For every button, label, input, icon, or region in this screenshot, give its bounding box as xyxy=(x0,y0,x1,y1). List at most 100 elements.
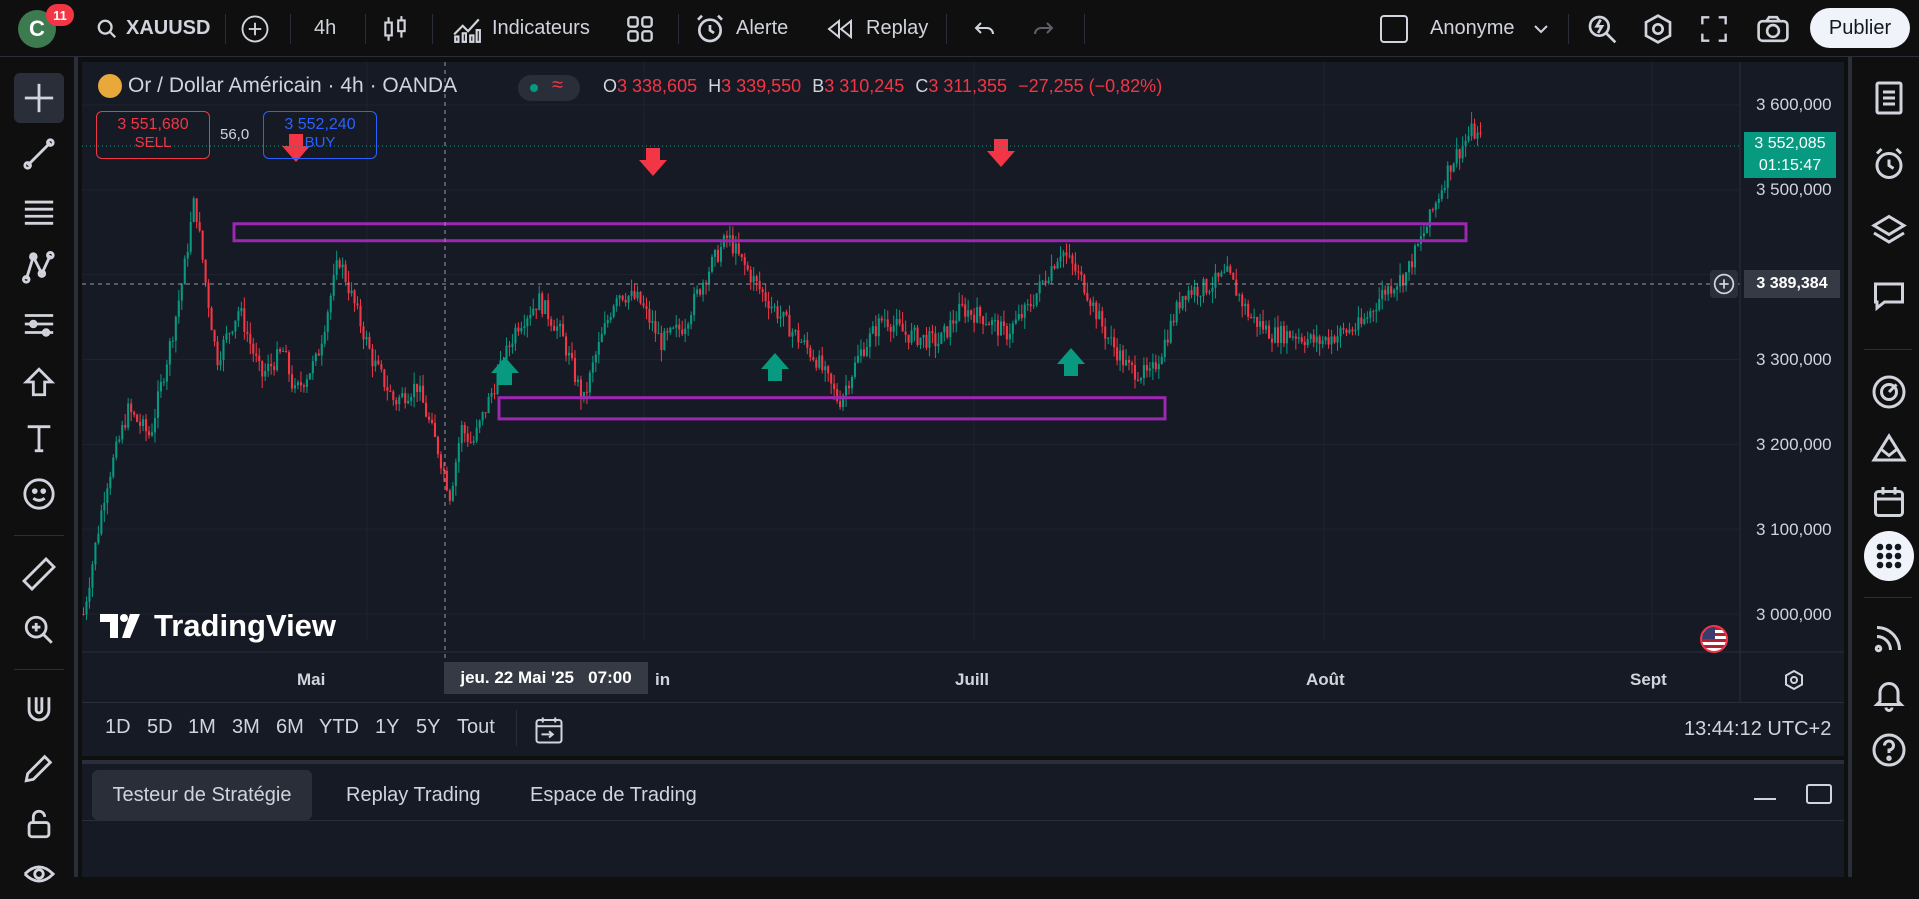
goto-date-button[interactable] xyxy=(534,715,564,750)
replay-button[interactable]: Replay xyxy=(826,0,928,57)
buy-button[interactable]: 3 552,240 BUY xyxy=(263,111,377,159)
help-button[interactable] xyxy=(1864,725,1914,775)
candle-body xyxy=(1259,321,1262,327)
price-tick-label: 3 500,000 xyxy=(1756,180,1832,199)
undo-button[interactable] xyxy=(970,0,998,57)
price-chart[interactable] xyxy=(82,62,1844,702)
broadcast-icon xyxy=(1874,626,1901,653)
timeframe-3m[interactable]: 3M xyxy=(232,716,260,738)
candle-body xyxy=(142,419,145,426)
buy-arrow-marker[interactable] xyxy=(761,353,789,381)
trendline-tool[interactable] xyxy=(14,129,64,179)
candle-body xyxy=(967,310,970,317)
candle-body xyxy=(106,488,109,503)
sell-button[interactable]: 3 551,680 SELL xyxy=(96,111,210,159)
candle-body xyxy=(1050,266,1053,281)
add-alert-button[interactable] xyxy=(1710,270,1738,298)
market-status[interactable]: ≈ xyxy=(518,74,580,101)
candle-body xyxy=(961,303,964,305)
streams-button[interactable] xyxy=(1864,613,1914,663)
maximize-icon[interactable] xyxy=(1806,784,1832,804)
candle-body xyxy=(225,333,228,340)
alerts-panel-button[interactable] xyxy=(1864,139,1914,189)
candle-body xyxy=(1241,294,1244,307)
visibility-tool[interactable] xyxy=(14,849,64,899)
sell-arrow-marker[interactable] xyxy=(282,134,310,162)
candle-body xyxy=(958,303,961,321)
notifications-button[interactable] xyxy=(1864,669,1914,719)
pattern-tool[interactable] xyxy=(14,243,64,293)
crosshair-tool[interactable] xyxy=(14,73,64,123)
tab-trading-panel[interactable]: Espace de Trading xyxy=(530,784,697,806)
candle-body xyxy=(880,318,883,321)
timeframe-5y[interactable]: 5Y xyxy=(416,716,441,738)
price-tick-label: 3 300,000 xyxy=(1756,350,1832,369)
minimize-icon[interactable] xyxy=(1754,798,1776,800)
timeframe-ytd[interactable]: YTD xyxy=(319,716,359,738)
support-zone[interactable] xyxy=(497,396,1167,421)
timeframe-1d[interactable]: 1D xyxy=(105,716,131,738)
candle-body xyxy=(1339,328,1342,337)
timeframe-5d[interactable]: 5D xyxy=(147,716,173,738)
gold-icon xyxy=(98,74,122,98)
candle-body xyxy=(350,290,353,294)
chart-pane[interactable] xyxy=(82,62,1844,702)
candle-body xyxy=(710,256,714,272)
forecast-tool[interactable] xyxy=(14,299,64,349)
layout-checkbox[interactable] xyxy=(1380,0,1408,57)
publish-button[interactable]: Publier xyxy=(1810,8,1910,48)
stay-drawing-tool[interactable] xyxy=(14,743,64,793)
candle-body xyxy=(1196,286,1199,297)
resistance-zone[interactable] xyxy=(232,222,1468,243)
chart-type-button[interactable] xyxy=(382,0,408,57)
symbol-search[interactable]: XAUUSD xyxy=(96,0,210,57)
tab-strategy-tester[interactable]: Testeur de Stratégie xyxy=(92,770,312,820)
fib-tool[interactable] xyxy=(14,187,64,237)
lock-tool[interactable] xyxy=(14,799,64,849)
buy-arrow-marker[interactable] xyxy=(1057,348,1085,376)
technicals-button[interactable] xyxy=(1864,367,1914,417)
quick-search-button[interactable] xyxy=(1586,0,1618,57)
shapes-tool[interactable] xyxy=(14,357,64,407)
candle-body xyxy=(812,356,815,360)
products-button[interactable] xyxy=(1864,531,1914,581)
calendar-button[interactable] xyxy=(1864,477,1914,527)
fullscreen-button[interactable] xyxy=(1700,0,1728,57)
interval-button[interactable]: 4h xyxy=(314,17,337,39)
candle-body xyxy=(940,332,943,344)
candle-body xyxy=(797,330,800,343)
timeframe-1m[interactable]: 1M xyxy=(188,716,216,738)
chat-button[interactable] xyxy=(1864,271,1914,321)
candle-body xyxy=(1190,290,1193,295)
ruler-icon xyxy=(22,557,56,591)
tab-replay-trading[interactable]: Replay Trading xyxy=(346,784,481,806)
text-tool[interactable] xyxy=(14,413,64,463)
indicators-button[interactable]: Indicateurs xyxy=(452,0,590,57)
redo-button[interactable] xyxy=(1030,0,1058,57)
alert-button[interactable]: Alerte xyxy=(694,0,788,57)
fullscreen-icon xyxy=(1701,15,1727,42)
templates-button[interactable] xyxy=(626,0,654,57)
emoji-tool[interactable] xyxy=(14,469,64,519)
watchlist-button[interactable] xyxy=(1864,73,1914,123)
ideas-button[interactable] xyxy=(1864,423,1914,473)
compare-symbol-button[interactable] xyxy=(240,0,270,57)
measure-tool[interactable] xyxy=(14,549,64,599)
list-icon xyxy=(1875,81,1903,115)
snapshot-button[interactable] xyxy=(1756,0,1790,57)
layout-menu[interactable]: Anonyme xyxy=(1430,0,1549,57)
axis-settings-button[interactable] xyxy=(1782,668,1806,697)
object-tree-button[interactable] xyxy=(1864,205,1914,255)
clock-icon xyxy=(1875,147,1903,179)
buy-arrow-marker[interactable] xyxy=(491,357,519,385)
timeframe-tout[interactable]: Tout xyxy=(457,716,495,738)
timeframe-6m[interactable]: 6M xyxy=(276,716,304,738)
settings-button[interactable] xyxy=(1642,0,1674,57)
candle-body xyxy=(1160,356,1163,364)
sell-arrow-marker[interactable] xyxy=(987,139,1015,167)
magnet-tool[interactable] xyxy=(14,685,64,735)
timeframe-1y[interactable]: 1Y xyxy=(375,716,400,738)
clock-timezone[interactable]: 13:44:12 UTC+2 xyxy=(1684,718,1832,740)
sell-arrow-marker[interactable] xyxy=(639,148,667,176)
zoom-tool[interactable] xyxy=(14,605,64,655)
